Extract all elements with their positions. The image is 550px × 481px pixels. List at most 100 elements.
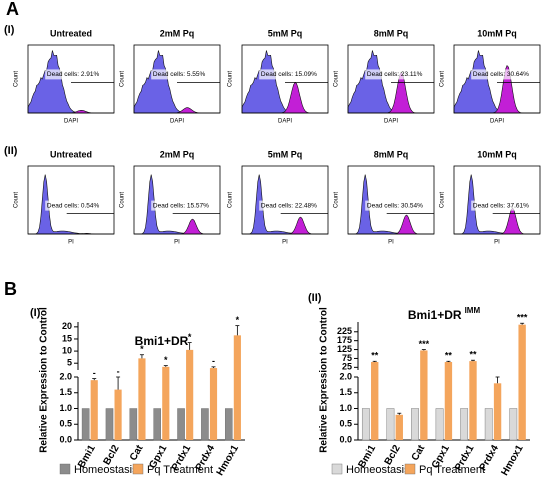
y-axis-label: Count xyxy=(334,71,340,87)
legend-label: Homeostasis xyxy=(346,464,410,476)
bar xyxy=(460,408,469,441)
y-axis-label: Count xyxy=(120,71,126,87)
bar xyxy=(371,362,379,440)
legend-swatch xyxy=(404,463,416,475)
histogram-live xyxy=(347,50,434,114)
axis-break xyxy=(355,371,530,376)
y-axis-label: Count xyxy=(440,71,446,87)
y-tick-label: 15 xyxy=(62,333,72,343)
panel-title: 10mM Pq xyxy=(477,28,517,38)
panel-label: (I) xyxy=(30,307,41,319)
y-tick-label: 5 xyxy=(67,358,72,368)
histogram-live xyxy=(27,50,114,114)
chart-title-main: Bmi1+DR xyxy=(408,308,462,322)
bar xyxy=(81,408,90,441)
bar xyxy=(469,361,477,440)
bar xyxy=(224,408,233,441)
y-axis-label: Count xyxy=(14,71,20,87)
x-axis-label: PI xyxy=(494,240,500,246)
bar xyxy=(162,366,170,440)
bar xyxy=(395,414,403,440)
histogram-live xyxy=(453,50,540,114)
gate-label: Dead cells: 0.54% xyxy=(47,202,100,209)
gate-label: Dead cells: 2.91% xyxy=(47,71,100,78)
gate-label: Dead cells: 15.57% xyxy=(153,202,209,209)
x-axis-label: PI xyxy=(174,240,180,246)
x-axis-label: DAPI xyxy=(278,119,292,125)
histogram-live xyxy=(133,50,220,114)
y-axis-label: Relative Expression to Control xyxy=(319,307,330,453)
bar xyxy=(201,408,209,441)
panel-title: 5mM Pq xyxy=(268,149,303,159)
y-axis-label: Count xyxy=(334,192,340,208)
panel-title: 2mM Pq xyxy=(160,28,195,38)
y-axis-label: Count xyxy=(440,192,446,208)
legend-label: Homeostasis xyxy=(74,464,138,476)
bar xyxy=(129,408,138,441)
bar xyxy=(138,358,146,440)
gate-label-bg xyxy=(259,69,313,80)
gate-label: Dead cells: 5.55% xyxy=(153,71,206,78)
histogram-live xyxy=(241,50,328,114)
gate-label-bg xyxy=(151,69,205,80)
plot-frame xyxy=(347,165,435,235)
y-tick-label: 75 xyxy=(342,353,352,363)
y-axis-label: Count xyxy=(228,192,234,208)
legend-label: Pq Treatment xyxy=(147,464,213,476)
plot-frame xyxy=(27,165,115,235)
significance: * xyxy=(140,344,144,354)
bar xyxy=(105,408,114,441)
gate-label: Dead cells: 37.61% xyxy=(473,202,529,209)
bar xyxy=(484,408,493,441)
bar xyxy=(420,350,428,440)
x-tick-label: Cat xyxy=(410,443,428,463)
bar xyxy=(361,408,370,441)
significance: *** xyxy=(419,339,430,349)
bar xyxy=(186,349,194,440)
gate-label: Dead cells: 30.54% xyxy=(367,202,423,209)
legend-label: Pq Treatment xyxy=(419,464,485,476)
bar xyxy=(509,408,518,441)
x-axis-label: DAPI xyxy=(490,119,504,125)
bar xyxy=(177,408,185,441)
y-axis-label: Count xyxy=(228,71,234,87)
plot-frame xyxy=(241,165,329,235)
y-tick-label: 25 xyxy=(342,362,352,372)
panel-title: Untreated xyxy=(50,28,92,38)
legend-swatch xyxy=(59,463,71,475)
y-axis-label: Count xyxy=(14,192,20,208)
plot-frame xyxy=(241,44,329,114)
significance: ** xyxy=(371,351,379,361)
gate-label-bg xyxy=(471,200,525,211)
y-tick-label: 1.5 xyxy=(339,387,352,397)
x-tick-label: Hmox1 xyxy=(499,443,525,478)
gate-label-bg xyxy=(471,69,525,80)
significance: - xyxy=(117,366,120,376)
significance: ** xyxy=(445,351,453,361)
x-tick-label: Hmox1 xyxy=(215,443,241,478)
y-tick-label: 0.0 xyxy=(339,434,352,444)
row-label: (II) xyxy=(4,145,18,157)
y-axis-label: Relative Expression to Control xyxy=(39,307,50,453)
y-tick-label: 1.5 xyxy=(59,387,72,397)
legend-swatch xyxy=(331,463,343,475)
plot-frame xyxy=(133,165,221,235)
significance: * xyxy=(164,355,168,365)
y-axis-label: Count xyxy=(120,192,126,208)
gate-label: Dead cells: 15.09% xyxy=(261,71,317,78)
y-tick-label: 1.0 xyxy=(59,403,72,413)
gate-label-bg xyxy=(365,69,419,80)
x-axis-label: PI xyxy=(68,240,74,246)
gate-label-bg xyxy=(45,200,99,211)
significance: ** xyxy=(469,350,477,360)
y-tick-label: 2.0 xyxy=(339,371,352,381)
plot-frame xyxy=(133,44,221,114)
gate-label-bg xyxy=(151,200,205,211)
bar xyxy=(114,389,122,440)
bar xyxy=(435,408,444,441)
chart-title-superscript: IMM xyxy=(465,306,481,315)
bar xyxy=(90,380,98,440)
x-axis-label: PI xyxy=(282,240,288,246)
row-label: (I) xyxy=(4,24,15,36)
